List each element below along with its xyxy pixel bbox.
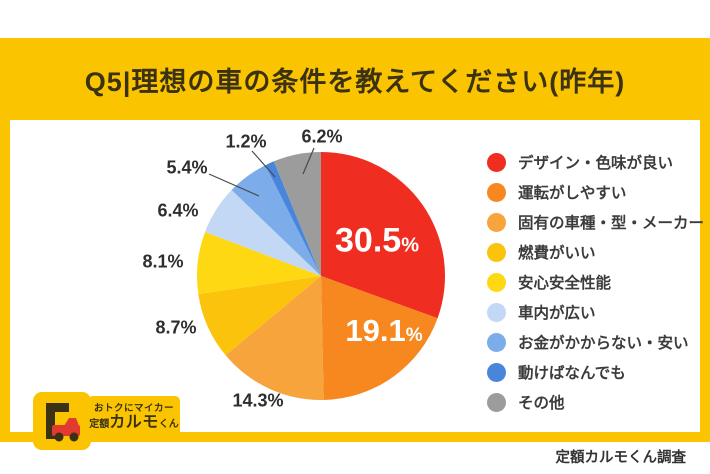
karumo-logo: おトクにマイカー 定額 カルモ くん (33, 392, 180, 450)
pie-value-label-3: 8.7% (155, 317, 197, 338)
legend-dot-icon (487, 362, 506, 382)
legend-dot-icon (487, 332, 506, 352)
pie-value-label-4: 8.1% (142, 251, 184, 272)
pie-value-label-6: 5.4% (166, 157, 208, 178)
legend-dot-icon (487, 392, 506, 412)
legend-item-3: 燃費がいい (487, 237, 704, 267)
legend-label: お金がかからない・安い (518, 335, 689, 352)
pie-value-label-7: 1.2% (225, 131, 267, 152)
legend-item-4: 安心安全性能 (487, 267, 704, 297)
legend-dot-icon (487, 272, 506, 292)
pie-value-label-8: 6.2% (301, 126, 343, 147)
legend-item-7: 動けばなんでも (487, 357, 704, 387)
legend-label: その他 (518, 395, 565, 412)
pie-value-label-2: 14.3% (232, 390, 284, 411)
legend-label: 安心安全性能 (518, 275, 612, 292)
legend-dot-icon (487, 212, 506, 232)
legend-dot-icon (487, 182, 506, 202)
legend-label: 燃費がいい (518, 245, 596, 262)
legend-label: デザイン・色味が良い (518, 155, 674, 172)
source-note: 定額カルモくん調査 (555, 450, 687, 466)
legend-item-1: 運転がしやすい (487, 177, 704, 207)
legend-label: 車内が広い (518, 305, 596, 322)
logo-tagline: おトクにマイカー (93, 402, 174, 414)
legend-label: 運転がしやすい (518, 185, 627, 202)
legend-item-5: 車内が広い (487, 297, 704, 327)
question-title: Q5|理想の車の条件を教えてください(昨年) (84, 66, 626, 97)
legend-label: 動けばなんでも (518, 365, 626, 382)
legend-dot-icon (487, 302, 506, 322)
legend-item-8: その他 (487, 387, 704, 417)
question-header: Q5|理想の車の条件を教えてください(昨年) (0, 38, 710, 120)
legend-dot-icon (487, 242, 506, 262)
pie-value-label-0: 30.5% (335, 221, 419, 260)
pie-value-label-1: 19.1% (345, 313, 423, 348)
karumo-logo-text: おトクにマイカー 定額 カルモ くん (88, 396, 180, 438)
logo-brand: 定額 カルモ くん (89, 413, 179, 431)
legend-label: 固有の車種・型・メーカー (518, 215, 705, 232)
legend-item-0: デザイン・色味が良い (487, 147, 704, 177)
red-truck-icon (33, 392, 91, 450)
legend-item-6: お金がかからない・安い (487, 327, 704, 357)
chart-legend: デザイン・色味が良い 運転がしやすい固有の車種・型・メーカー 燃費がいい安心安全性能… (487, 147, 704, 417)
pie-value-label-5: 6.4% (157, 200, 199, 221)
legend-item-2: 固有の車種・型・メーカー (487, 207, 704, 237)
legend-dot-icon (487, 152, 506, 172)
